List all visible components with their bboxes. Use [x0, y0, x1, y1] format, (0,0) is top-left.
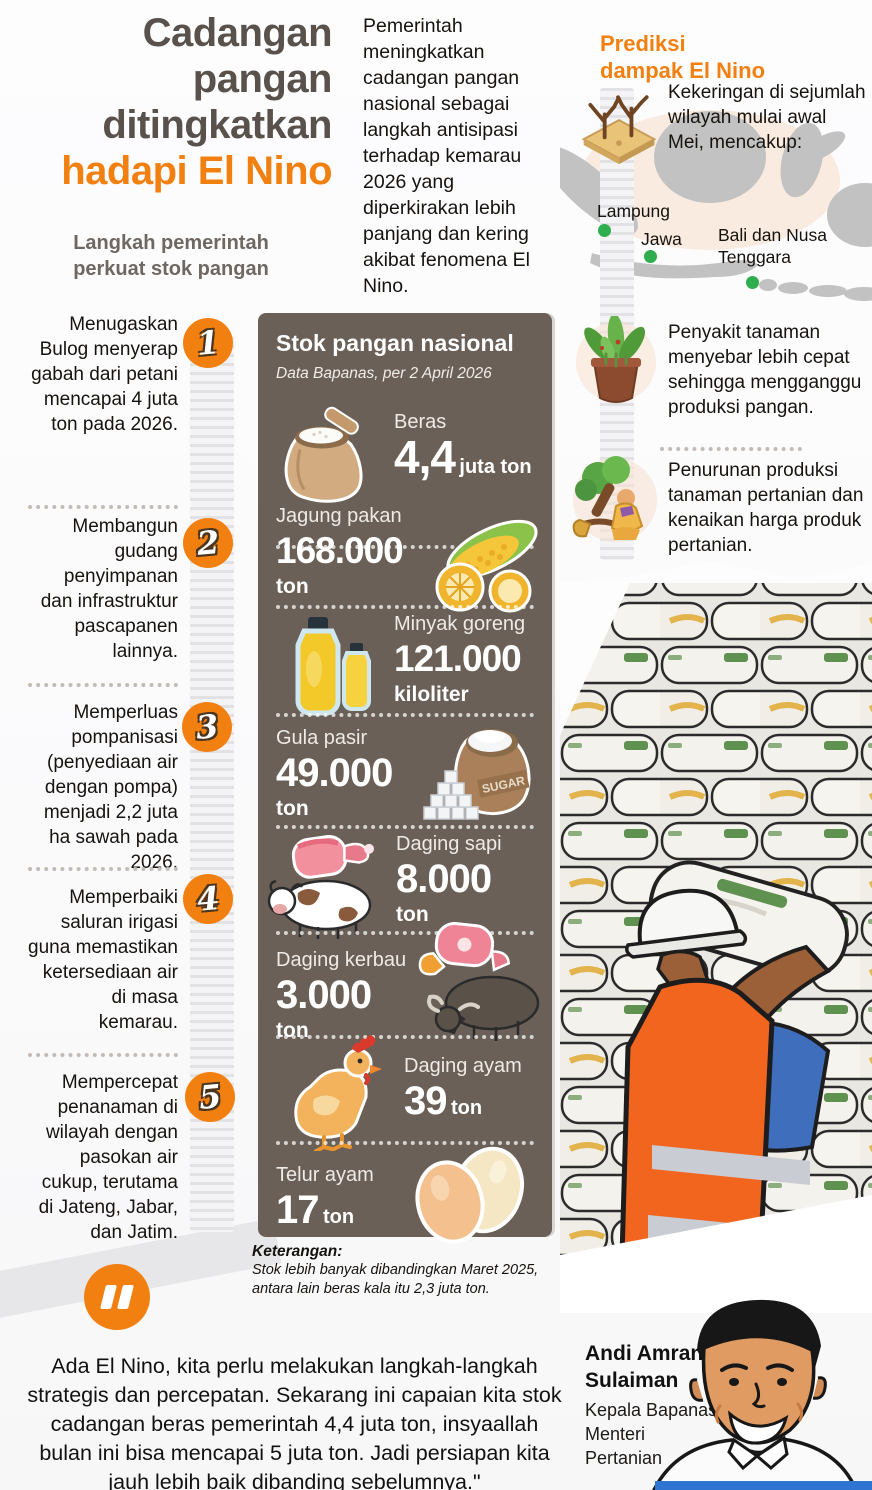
quote-text: Ada El Nino, kita perlu melakukan langka… — [27, 1354, 562, 1490]
disease-text: Penyakit tanaman menyebar lebih cepat se… — [668, 322, 862, 418]
separator — [276, 825, 534, 829]
step-text-2: Membangun gudang penyimpanan dan infrast… — [40, 516, 178, 662]
separator — [276, 1141, 534, 1145]
quote-author-block: Andi Amran Sulaiman Kepala Bapanas/ Ment… — [585, 1340, 745, 1470]
separator — [276, 545, 534, 549]
separator — [28, 683, 178, 687]
map-label-bali: Bali dan Nusa Tenggara — [718, 225, 827, 267]
stock-value: 8.000 — [396, 857, 492, 901]
stock-label: Daging sapi — [396, 833, 502, 855]
intro-paragraph: Pemerintah meningkatkan cadangan pangan … — [363, 15, 530, 297]
drought-text: Kekeringan di sejumlah wilayah mulai awa… — [668, 82, 866, 153]
stock-label: Telur ayam — [276, 1164, 374, 1186]
step-number-5: 5 — [185, 1072, 235, 1122]
stock-label: Jagung pakan — [276, 505, 402, 527]
separator — [28, 1053, 178, 1057]
separator — [276, 605, 534, 609]
stock-label: Minyak goreng — [394, 613, 526, 635]
stock-value: 49.000 — [276, 751, 393, 795]
stock-panel-title: Stok pangan nasional — [276, 330, 514, 356]
stock-unit: ton — [396, 903, 429, 926]
stock-unit: juta ton — [459, 456, 532, 478]
separator — [28, 505, 178, 509]
stock-row-ayam: Daging ayam 39 ton — [276, 1035, 534, 1151]
chicken-icon — [280, 1033, 392, 1151]
stock-value: 39 — [404, 1079, 447, 1123]
fallen-tree-icon — [568, 452, 662, 548]
stock-unit: ton — [322, 1206, 355, 1228]
diseased-plant-icon — [572, 316, 660, 408]
stock-value: 121.000 — [394, 638, 522, 679]
stock-note: Keterangan: Stok lebih banyak dibandingk… — [252, 1243, 582, 1299]
step-number-1: 1 — [183, 318, 233, 368]
oil-bottle-icon — [278, 613, 382, 717]
quote-icon — [84, 1264, 150, 1330]
page-title: Cadangan pangan ditingkatkan hadapi El N… — [18, 10, 332, 194]
stock-value: 3.000 — [276, 973, 372, 1017]
eggs-icon — [406, 1144, 534, 1248]
stock-panel: Stok pangan nasional Data Bapanas, per 2… — [258, 313, 552, 1244]
stock-value: 4,4 — [394, 431, 456, 483]
stock-unit: ton — [276, 575, 309, 598]
step-number-4: 4 — [183, 874, 233, 924]
title-line: pangan — [192, 57, 333, 101]
stock-value: 17 — [276, 1188, 319, 1232]
buffalo-icon — [408, 919, 548, 1047]
stock-row-telur: Telur ayam 17 ton — [276, 1146, 534, 1258]
blue-footer-bar — [655, 1481, 872, 1490]
map-dot-lampung — [598, 224, 611, 237]
map-label-jawa: Jawa — [641, 229, 682, 249]
stock-row-beras: Beras 4,4 juta ton — [276, 393, 534, 523]
step-text-1: Menugaskan Bulog menyerap gabah dari pet… — [31, 314, 178, 435]
step-text-5: Mempercepat penanaman di wilayah dengan … — [38, 1072, 178, 1243]
step-text-4: Memperbaiki saluran irigasi guna memasti… — [28, 887, 178, 1033]
portrait-illustration — [642, 1288, 872, 1490]
stock-row-sapi: Daging sapi 8.000 ton — [267, 833, 534, 939]
stock-label: Beras — [394, 411, 447, 433]
stock-label: Daging kerbau — [276, 949, 407, 971]
note-title: Keterangan: — [252, 1243, 343, 1260]
separator — [276, 1035, 534, 1039]
stock-label: Daging ayam — [404, 1055, 522, 1077]
map-dot-jawa — [644, 250, 657, 263]
author-role: Kepala Bapanas/ Menteri Pertanian — [585, 1400, 723, 1468]
stock-unit: kiloliter — [394, 683, 469, 706]
stock-unit: ton — [450, 1097, 483, 1119]
map-dot-bali — [746, 276, 759, 289]
prediction-title: Prediksi dampak El Nino — [600, 31, 766, 83]
stock-row-kerbau: Daging kerbau 3.000 ton — [276, 922, 540, 1048]
map-label-lampung: Lampung — [597, 201, 670, 221]
stock-label: Gula pasir — [276, 727, 368, 749]
stock-row-jagung: Jagung pakan 168.000 ton — [276, 503, 538, 613]
stock-row-minyak: Minyak goreng 121.000 kiloliter — [276, 613, 534, 716]
production-text: Penurunan produksi tanaman pertanian dan… — [668, 460, 864, 556]
title-line: Cadangan — [142, 11, 333, 55]
step-text-3: Memperluas pompanisasi (penyediaan air d… — [43, 702, 178, 873]
author-name: Andi Amran Sulaiman — [585, 1342, 704, 1392]
warehouse-illustration — [560, 555, 872, 1313]
corn-icon — [422, 507, 542, 617]
dead-tree-icon — [576, 80, 662, 166]
title-line: ditingkatkan — [102, 103, 332, 147]
sugar-sack-icon: SUGAR — [414, 711, 540, 833]
step-number-3: 3 — [182, 702, 232, 752]
stock-panel-subtitle: Data Bapanas, per 2 April 2026 — [276, 365, 492, 382]
stock-unit: ton — [276, 797, 309, 820]
step-number-2: 2 — [183, 518, 233, 568]
cow-icon — [264, 829, 390, 939]
page-subtitle: Langkah pemerintah perkuat stok pangan — [73, 232, 269, 280]
stock-value: 168.000 — [276, 530, 404, 571]
separator — [660, 447, 802, 451]
separator — [276, 713, 534, 717]
stock-row-gula: Gula pasir 49.000 ton SUGAR — [276, 723, 534, 828]
separator — [276, 931, 534, 935]
title-accent-line: hadapi El Nino — [61, 149, 332, 193]
rice-sack-icon — [270, 395, 380, 510]
separator — [28, 867, 178, 871]
